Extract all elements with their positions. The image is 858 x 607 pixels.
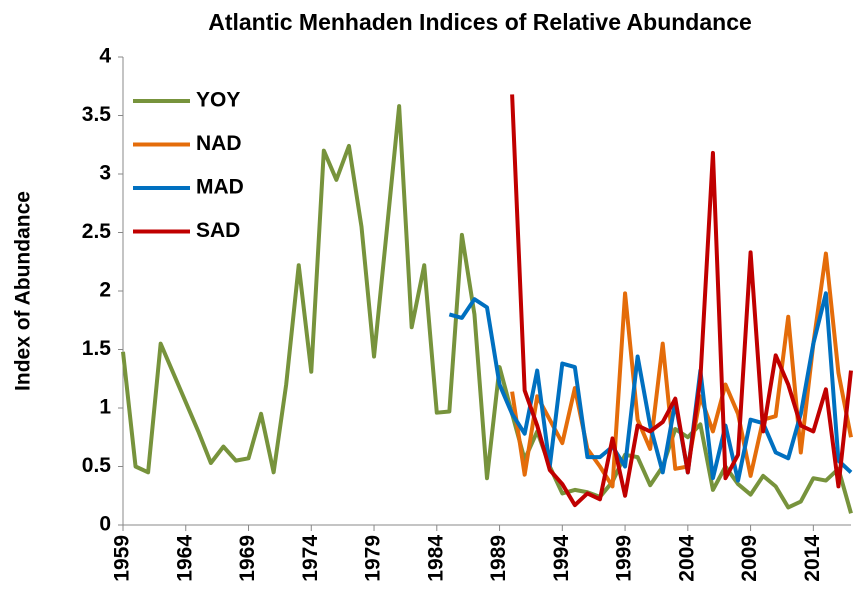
x-tick-label: 1999	[613, 535, 636, 582]
x-tick-label: 1994	[550, 535, 573, 582]
y-tick-label: 4	[99, 45, 111, 68]
x-tick-label: 1974	[299, 535, 322, 582]
x-tick-label: 1989	[487, 535, 510, 582]
y-tick-label: 3	[99, 162, 111, 185]
y-tick-label: 0.5	[82, 454, 112, 477]
y-tick-label: 2.5	[82, 220, 112, 243]
y-tick-label: 3.5	[82, 103, 112, 126]
y-tick-label: 2	[99, 279, 111, 302]
legend-label: YOY	[196, 89, 240, 112]
x-tick-label: 1969	[236, 535, 259, 582]
x-tick-label: 2004	[675, 535, 698, 582]
x-tick-label: 1959	[111, 535, 134, 582]
x-tick-label: 1964	[173, 535, 196, 582]
y-tick-label: 1.5	[82, 337, 112, 360]
y-axis-label: Index of Abundance	[12, 191, 35, 391]
series-line	[510, 94, 853, 508]
chart-title: Atlantic Menhaden Indices of Relative Ab…	[208, 9, 752, 35]
x-tick-label: 2009	[738, 535, 761, 582]
y-tick-label: 1	[99, 396, 111, 419]
legend-label: MAD	[196, 176, 244, 199]
x-tick-label: 1984	[424, 535, 447, 582]
x-tick-label: 1979	[362, 535, 385, 582]
legend-label: SAD	[196, 219, 240, 242]
x-tick-label: 2014	[801, 535, 824, 582]
series-line	[448, 291, 853, 483]
series-line	[510, 251, 853, 489]
y-tick-label: 0	[99, 513, 111, 536]
legend-label: NAD	[196, 132, 242, 155]
